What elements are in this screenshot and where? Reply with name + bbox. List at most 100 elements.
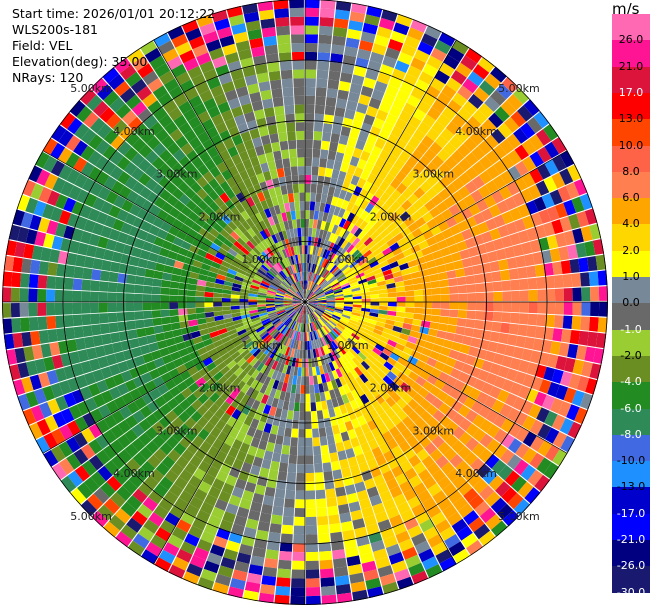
- range-gate: [395, 170, 407, 183]
- range-gate: [226, 234, 237, 245]
- range-gate: [275, 306, 285, 310]
- range-gate: [346, 244, 355, 254]
- range-gate: [453, 232, 465, 244]
- range-gate: [415, 338, 426, 348]
- range-gate: [339, 458, 350, 470]
- range-gate: [145, 440, 160, 455]
- range-gate: [350, 224, 359, 235]
- range-gate: [254, 273, 264, 281]
- range-gate: [50, 206, 63, 222]
- range-gate: [280, 314, 289, 322]
- range-gate: [374, 394, 385, 405]
- range-gate: [299, 280, 303, 290]
- range-gate: [125, 283, 135, 293]
- range-gate: [368, 315, 378, 321]
- range-gate: [263, 249, 272, 258]
- range-gate: [210, 381, 222, 392]
- range-gate: [169, 505, 185, 519]
- range-gate: [312, 366, 317, 376]
- range-gate: [60, 181, 74, 197]
- range-gate: [338, 357, 346, 367]
- range-gate: [281, 445, 290, 455]
- range-gate: [284, 498, 295, 508]
- range-gate: [88, 134, 104, 150]
- range-gate: [395, 421, 408, 433]
- range-gate: [319, 25, 333, 36]
- range-gate: [357, 243, 367, 252]
- range-gate: [375, 454, 387, 467]
- range-gate: [411, 228, 423, 238]
- range-gate: [472, 428, 487, 443]
- range-gate: [236, 552, 252, 564]
- range-gate: [294, 393, 301, 403]
- range-gate: [169, 288, 179, 296]
- range-gate: [81, 460, 97, 477]
- range-gate: [295, 293, 302, 300]
- range-gate: [210, 426, 222, 439]
- range-gate: [506, 334, 518, 346]
- range-gate: [246, 426, 257, 438]
- range-ring-label: 2.00km: [199, 382, 241, 395]
- range-gate: [279, 140, 289, 151]
- range-gate: [382, 141, 395, 154]
- range-gate: [326, 302, 336, 304]
- range-gate: [305, 332, 308, 342]
- range-gate: [248, 304, 258, 308]
- range-gate: [98, 292, 108, 302]
- range-gate: [581, 361, 593, 378]
- range-gate: [203, 421, 215, 434]
- range-gate: [178, 289, 188, 296]
- range-gate: [242, 337, 252, 346]
- range-gate: [186, 344, 197, 354]
- range-gate: [276, 333, 284, 343]
- range-gate: [107, 282, 118, 293]
- range-gate: [390, 177, 402, 190]
- range-gate: [430, 77, 446, 92]
- range-gate: [510, 111, 527, 128]
- range-gate: [284, 238, 291, 248]
- range-gate: [474, 273, 484, 284]
- range-gate: [162, 272, 172, 281]
- range-gate: [438, 62, 455, 77]
- range-gate: [296, 472, 305, 482]
- range-gate: [417, 205, 429, 217]
- range-gate: [268, 531, 281, 543]
- range-gate: [361, 560, 377, 573]
- range-gate: [298, 323, 302, 332]
- range-gate: [437, 271, 448, 281]
- range-gate: [535, 180, 550, 196]
- range-gate: [525, 200, 539, 215]
- range-gate: [335, 305, 344, 308]
- range-gate: [245, 20, 261, 32]
- range-gate: [261, 332, 270, 340]
- range-gate: [350, 284, 360, 290]
- range-gate: [390, 201, 401, 212]
- range-gate: [589, 316, 599, 332]
- range-gate: [512, 396, 526, 411]
- range-gate: [286, 365, 292, 375]
- range-gate: [386, 282, 396, 289]
- range-gate: [306, 290, 311, 299]
- range-gate: [276, 577, 291, 587]
- range-gate: [146, 260, 157, 271]
- range-gate: [369, 308, 379, 314]
- range-gate: [365, 342, 375, 351]
- range-gate: [543, 123, 559, 141]
- range-gate: [335, 299, 345, 302]
- range-gate: [186, 302, 196, 309]
- range-gate: [240, 383, 251, 394]
- range-gate: [312, 437, 321, 447]
- range-gate: [363, 345, 373, 355]
- range-gate: [307, 314, 311, 324]
- range-gate: [287, 131, 296, 141]
- range-gate: [301, 280, 304, 290]
- range-gate: [197, 577, 215, 591]
- range-gate: [386, 370, 397, 381]
- range-gate: [178, 247, 189, 257]
- range-gate: [151, 294, 161, 302]
- range-gate: [315, 309, 324, 315]
- range-gate: [204, 433, 217, 446]
- range-gate: [237, 412, 248, 424]
- range-gate: [165, 182, 178, 195]
- range-gate: [275, 586, 291, 596]
